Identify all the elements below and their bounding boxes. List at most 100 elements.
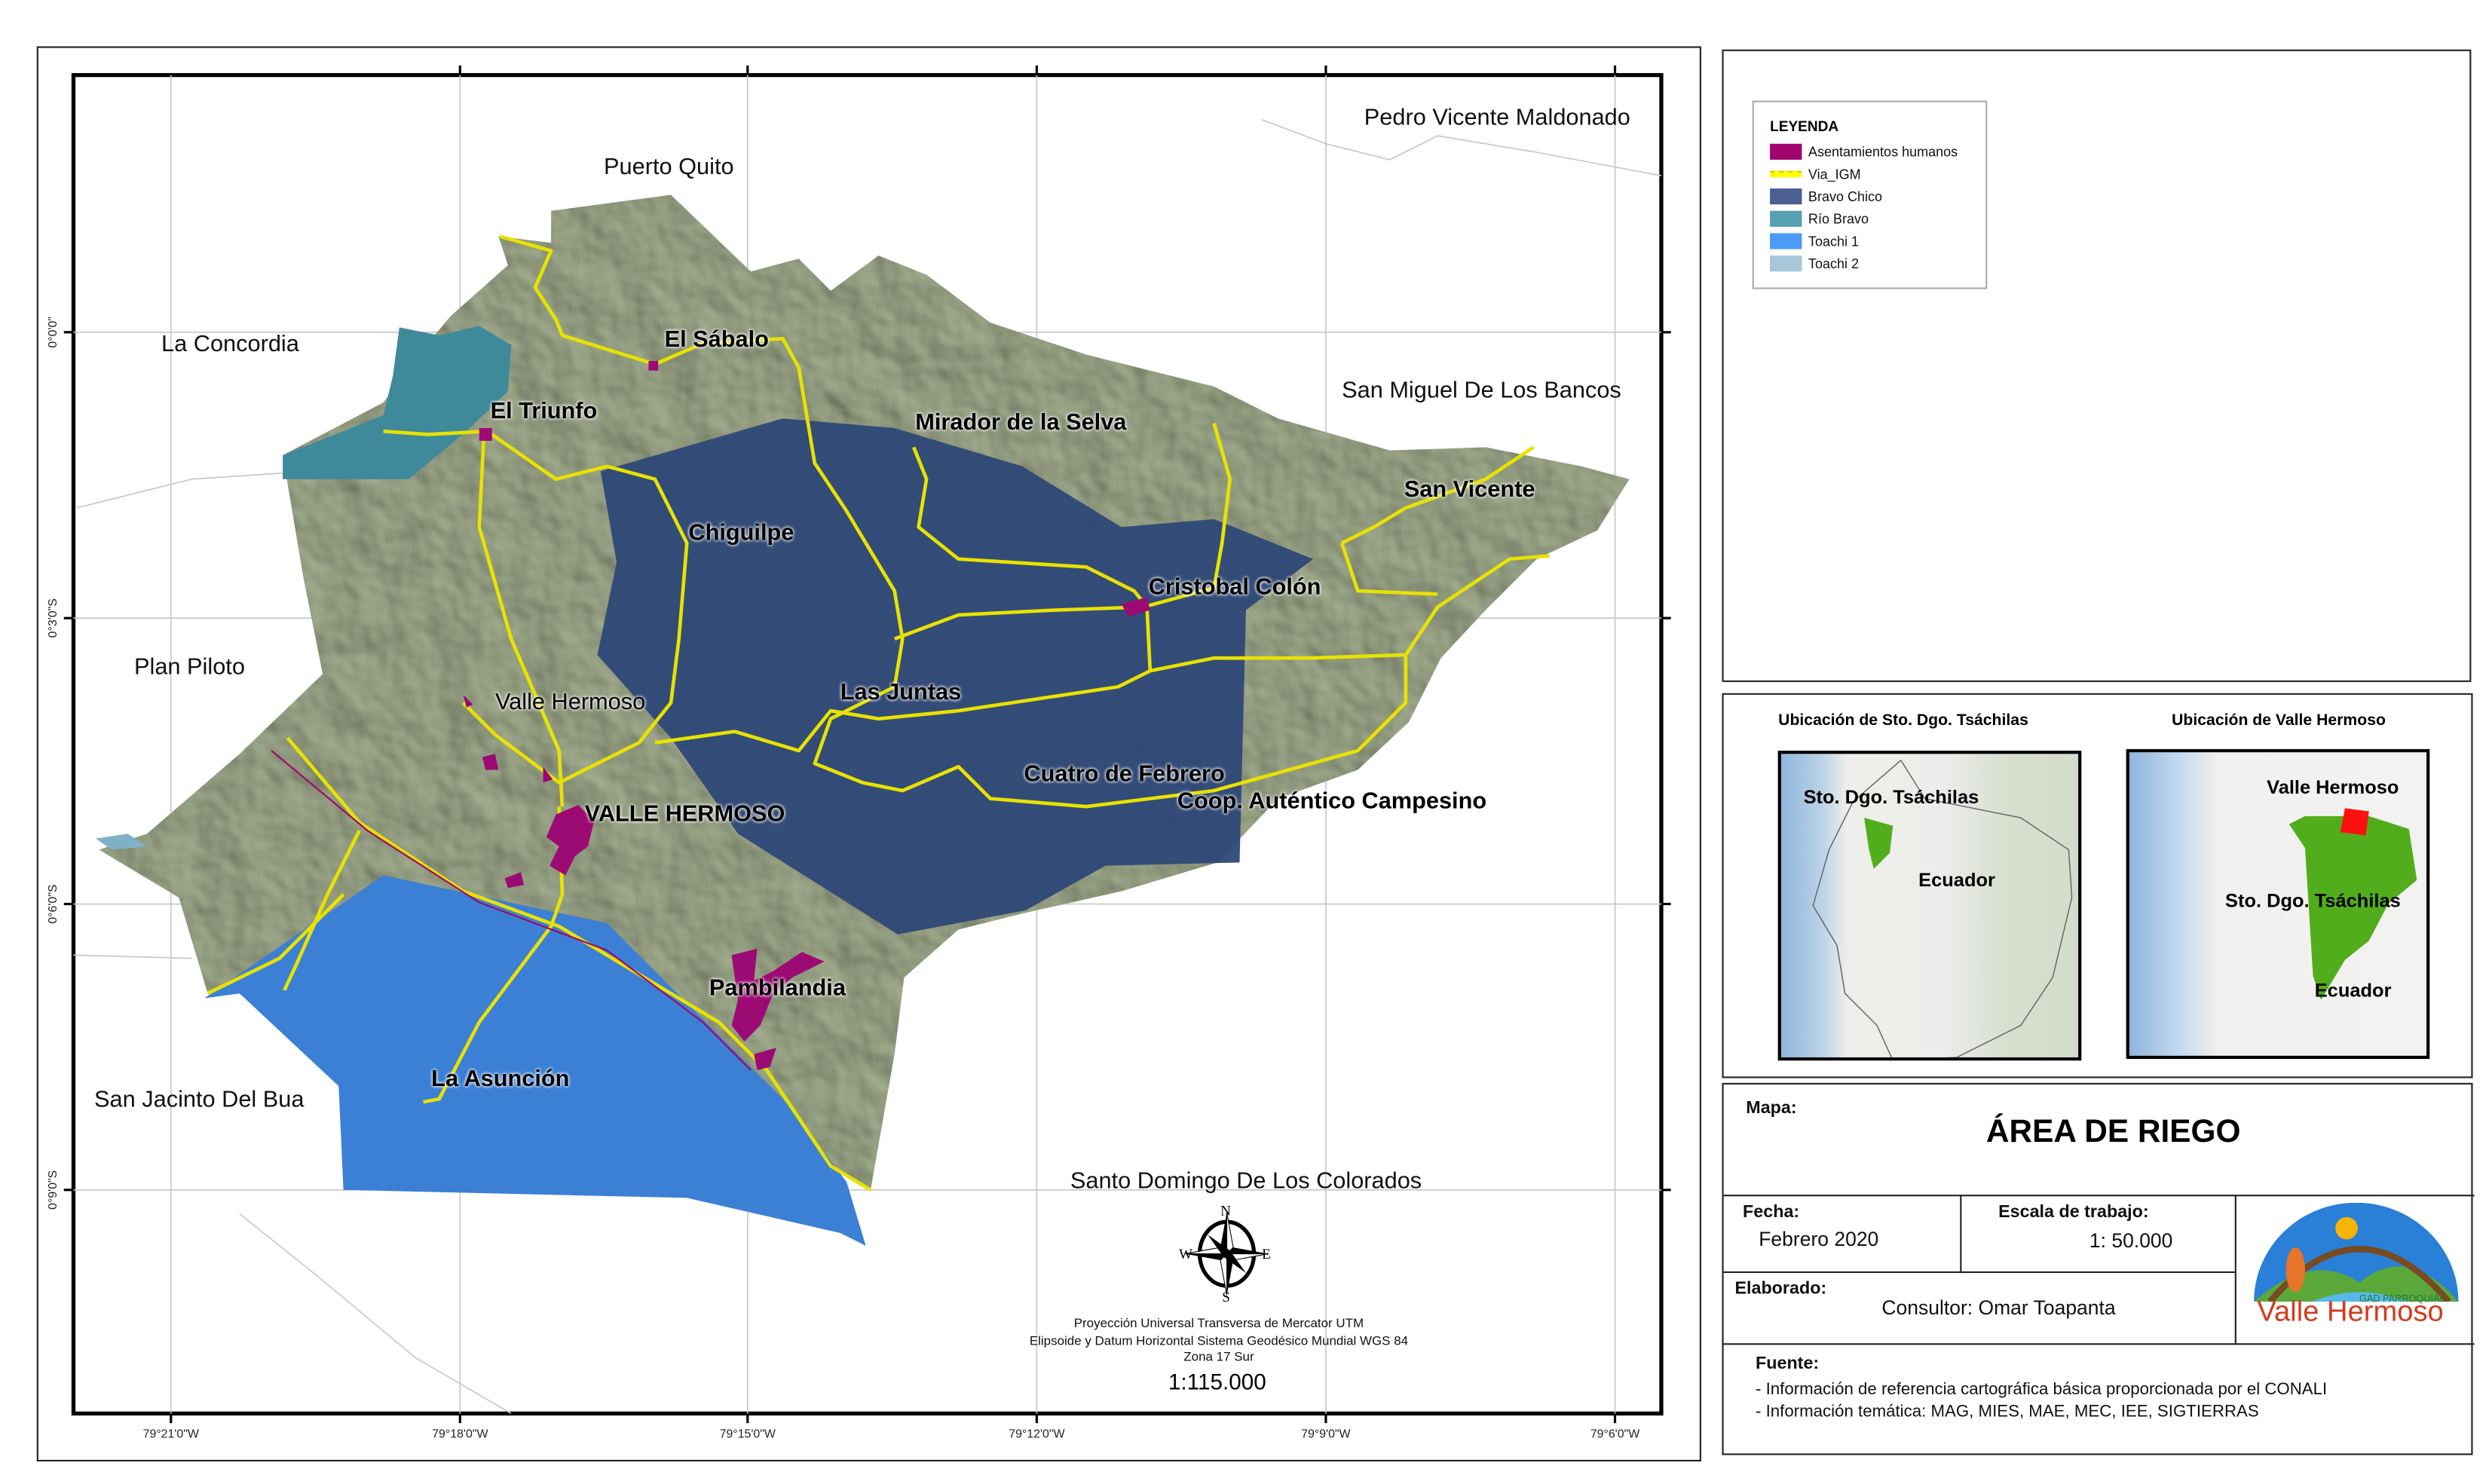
inset-right-title: Ubicación de Valle Hermoso (2172, 712, 2386, 730)
legend-item: Río Bravo (1770, 207, 1985, 230)
legend-item: Via_IGM (1770, 163, 1985, 185)
lon-tick-label: 79°15'0"W (719, 1426, 776, 1441)
date-label: Fecha: (1743, 1202, 1800, 1222)
legend-item: Toachi 2 (1770, 252, 1985, 275)
place-label: Las Juntas (840, 680, 962, 706)
legend-label: Toachi 2 (1808, 255, 1860, 272)
legend-label: Via_IGM (1808, 166, 1861, 182)
compass-south: S (1222, 1289, 1230, 1305)
legend-title: LEYENDA (1770, 118, 1839, 135)
title-block: Mapa: ÁREA DE RIEGO Fecha: Febrero 2020 … (1722, 1082, 2475, 1455)
source-list: - Información de referencia cartográfica… (1756, 1378, 2327, 1423)
place-label: Chiguilpe (688, 520, 794, 546)
projection-line: Proyección Universal Transversa de Merca… (1073, 1316, 1364, 1331)
legend-box: LEYENDA Asentamientos humanos Via_IGM Br… (1752, 100, 1988, 289)
lat-tick-label: 0°9'0"S (45, 1170, 60, 1210)
projection-line: Elipsoide y Datum Horizontal Sistema Geo… (1029, 1333, 1409, 1348)
scale-value: 1: 50.000 (2089, 1229, 2173, 1253)
legend-label: Río Bravo (1808, 210, 1869, 227)
place-label: Pedro Vicente Maldonado (1364, 105, 1630, 131)
ecuador-outline (1812, 760, 2073, 1057)
source-item: - Información temática: MAG, MIES, MAE, … (1756, 1402, 2259, 1422)
legend-panel: LEYENDA Asentamientos humanos Via_IGM Br… (1722, 49, 2472, 682)
place-label: Coop. Auténtico Campesino (1177, 788, 1487, 815)
map-label: Mapa: (1746, 1099, 1797, 1118)
lon-tick-label: 79°6'0"W (1590, 1426, 1640, 1441)
place-label: Santo Domingo De Los Colorados (1070, 1169, 1422, 1195)
lat-tick-label: 0°3'0"S (45, 598, 60, 638)
santo-domingo-shape (1864, 818, 1893, 869)
legend-item: Bravo Chico (1770, 185, 1985, 208)
rio-bravo-swatch (1770, 210, 1802, 227)
inset-label: Valle Hermoso (2267, 776, 2399, 799)
projection-info: Proyección Universal Transversa de Merca… (979, 1316, 1459, 1366)
divider (2234, 1195, 2236, 1345)
logo-top: GAD PARROQUIAL (2359, 1295, 2445, 1305)
province-shape (2288, 808, 2417, 1000)
divider (1960, 1195, 1962, 1271)
place-label: San Vicente (1404, 477, 1535, 503)
gad-logo: Valle Hermoso GAD PARROQUIAL (2248, 1202, 2465, 1340)
map-title: ÁREA DE RIEGO (1985, 1115, 2241, 1150)
map-scale: 1:115.000 (1168, 1369, 1266, 1395)
inset-label: Ecuador (1918, 868, 1995, 892)
legend-item: Toachi 1 (1770, 230, 1985, 252)
author-value: Consultor: Omar Toapanta (1881, 1296, 2116, 1320)
main-map (63, 65, 1671, 1424)
legend-label: Asentamientos humanos (1808, 143, 1958, 160)
divider (1723, 1343, 2475, 1345)
inset-label: Sto. Dgo. Tsáchilas (2225, 889, 2401, 913)
toachi-2-area (96, 834, 147, 850)
toachi-2-swatch (1770, 255, 1802, 272)
lat-tick-label: 0°6'0"S (45, 884, 60, 924)
place-label: Mirador de la Selva (915, 410, 1127, 436)
place-label: La Concordia (161, 332, 299, 358)
lat-tick-label: 0°0'0" (45, 317, 60, 348)
place-label: Plan Piloto (134, 654, 245, 681)
compass-east: E (1262, 1245, 1271, 1262)
inset-left-title: Ubicación de Sto. Dgo. Tsáchilas (1778, 712, 2028, 730)
legend-label: Toachi 1 (1808, 233, 1860, 249)
place-label: La Asunción (431, 1066, 570, 1093)
place-label: Pambilandia (709, 975, 846, 1002)
compass-north: N (1220, 1202, 1231, 1219)
date-value: Febrero 2020 (1759, 1228, 1879, 1251)
legend-item: Asentamientos humanos (1770, 140, 1985, 163)
north-arrow-icon (1185, 1212, 1269, 1296)
bravo-chico-swatch (1770, 188, 1802, 205)
legend-label: Bravo Chico (1808, 188, 1883, 205)
lon-tick-label: 79°12'0"W (1009, 1426, 1065, 1441)
source-item: - Información de referencia cartográfica… (1756, 1379, 2328, 1400)
bravo-chico-area (597, 418, 1313, 935)
settlement-swatch (1770, 143, 1802, 160)
inset-label: Ecuador (2314, 979, 2392, 1002)
rio-bravo-area (283, 326, 512, 479)
logo-emblem (2254, 1202, 2459, 1304)
inset-map-santo-domingo: Valle Hermoso Sto. Dgo. Tsáchilas Ecuado… (2126, 748, 2430, 1060)
inset-panel: Ubicación de Sto. Dgo. Tsáchilas Ubicaci… (1722, 693, 2473, 1079)
toachi-1-area (204, 875, 866, 1246)
projection-line: Zona 17 Sur (1183, 1349, 1254, 1364)
inset-map-ecuador: Sto. Dgo. Tsáchilas Ecuador (1777, 751, 2082, 1061)
place-label: El Triunfo (490, 399, 598, 425)
place-label: San Jacinto Del Bua (94, 1088, 305, 1114)
place-label: Valle Hermoso (494, 690, 646, 716)
settlements (463, 360, 1150, 1070)
toachi-1-swatch (1770, 233, 1802, 249)
lon-tick-label: 79°18'0"W (432, 1426, 488, 1441)
place-label: El Sábalo (664, 327, 769, 353)
divider (1723, 1271, 2235, 1274)
valle-hermoso-shape (2340, 808, 2369, 836)
author-label: Elaborado: (1734, 1279, 1827, 1299)
river-line (271, 750, 752, 1071)
place-label: Puerto Quito (604, 155, 734, 181)
lon-tick-label: 79°21'0"W (142, 1426, 199, 1441)
divider (1723, 1195, 2475, 1197)
lon-tick-label: 79°9'0"W (1301, 1426, 1351, 1441)
place-label: VALLE HERMOSO (584, 801, 785, 828)
road-swatch (1770, 170, 1802, 178)
scale-label: Escala de trabajo: (1998, 1202, 2149, 1222)
source-label: Fuente: (1756, 1354, 1820, 1374)
place-label: San Miguel De Los Bancos (1342, 378, 1621, 405)
logo-name: Valle Hermoso (2257, 1295, 2444, 1328)
